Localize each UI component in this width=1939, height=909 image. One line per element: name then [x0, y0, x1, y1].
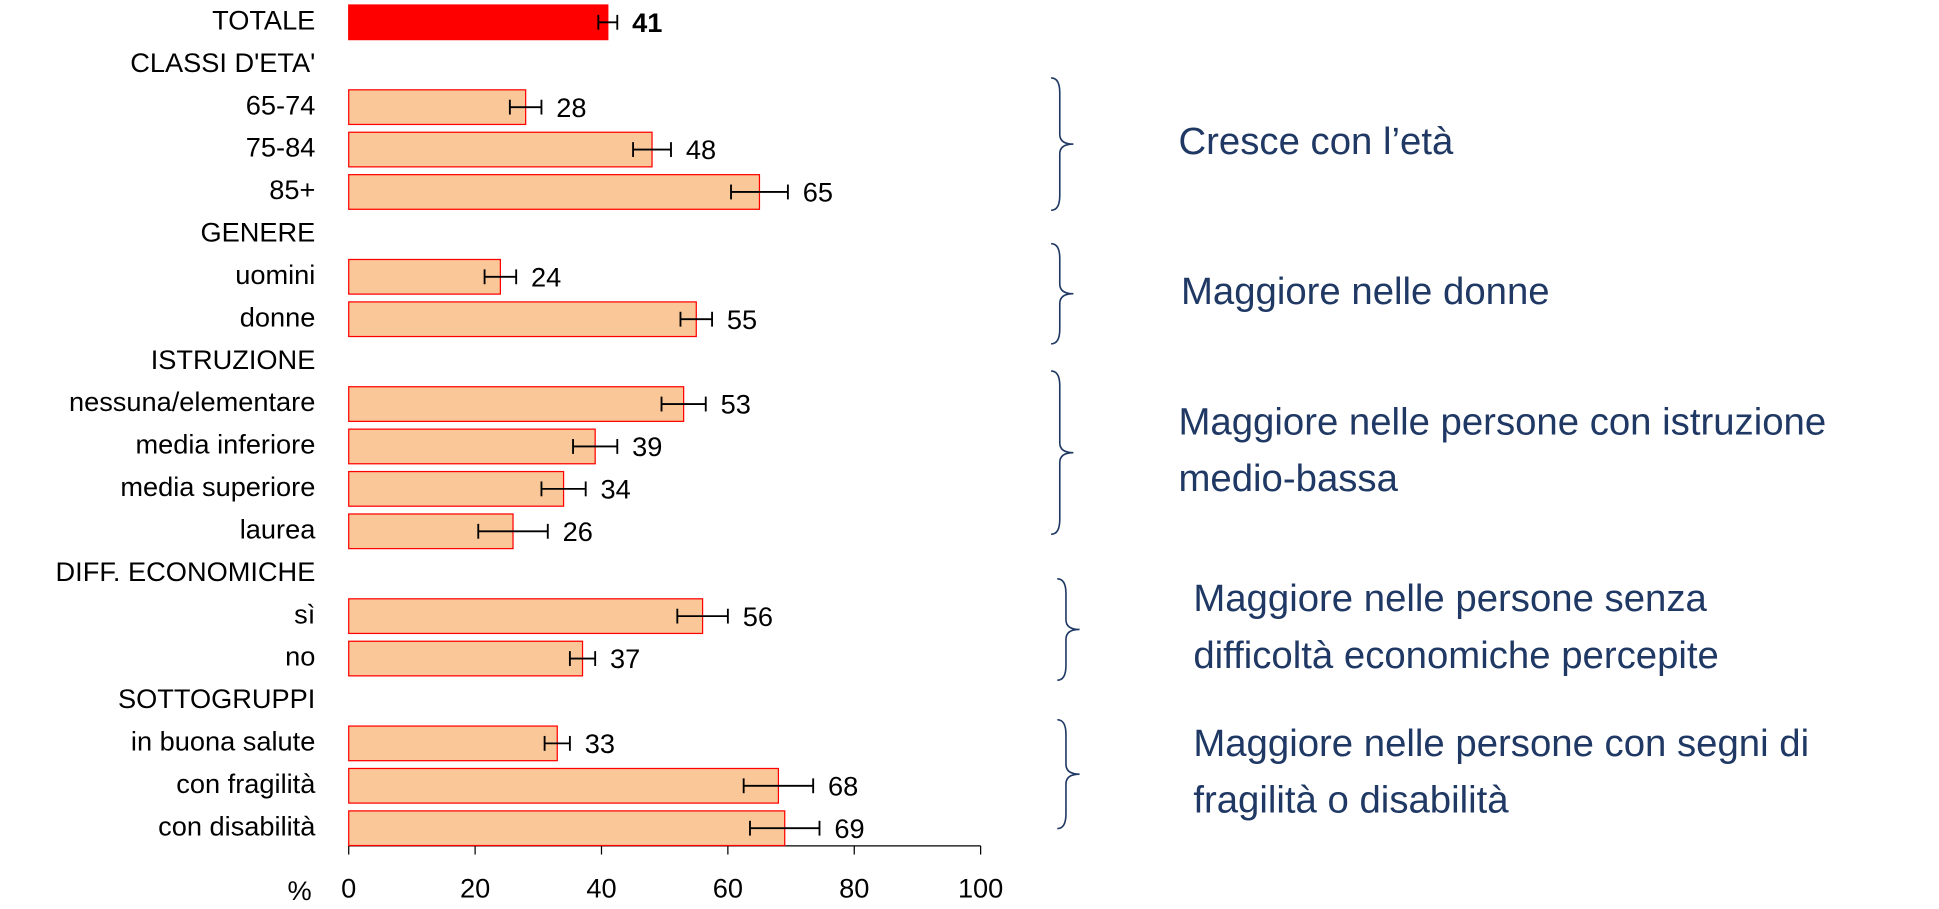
x-tick-label: 100 — [958, 873, 1003, 904]
value-label: 48 — [686, 134, 716, 165]
y-tick-label: DIFF. ECONOMICHE — [56, 556, 316, 587]
y-tick-label: media inferiore — [136, 429, 316, 460]
value-label: 53 — [721, 389, 751, 420]
y-tick-label: no — [285, 641, 315, 672]
error-bar — [540, 481, 587, 497]
y-tick-label: SOTTOGRUPPI — [118, 683, 315, 714]
bar — [348, 470, 565, 507]
error-bar — [597, 14, 619, 30]
y-tick-label: GENERE — [201, 217, 316, 248]
value-label: 28 — [556, 92, 586, 123]
value-label: 69 — [834, 813, 864, 844]
error-bar — [749, 820, 821, 836]
annotation: difficoltà economiche percepite — [1193, 634, 1719, 677]
error-bar — [483, 269, 518, 285]
bar — [348, 301, 697, 338]
error-bar — [632, 142, 672, 157]
error-bar — [742, 778, 815, 794]
annotation: Maggiore nelle donne — [1181, 270, 1550, 313]
value-label: 24 — [531, 261, 561, 292]
y-tick-label: laurea — [240, 513, 316, 544]
error-bar — [543, 735, 571, 751]
error-bar — [508, 99, 543, 115]
bar — [348, 640, 584, 677]
annotation: Maggiore nelle persone con segni di — [1193, 722, 1809, 765]
y-tick-label: media superiore — [120, 471, 315, 502]
value-label: 37 — [610, 643, 640, 674]
error-bar — [679, 311, 713, 327]
y-tick-label: con disabilità — [158, 810, 316, 841]
bar — [348, 258, 501, 295]
y-tick-label: con fragilità — [176, 768, 316, 799]
error-bar — [730, 184, 789, 200]
brace — [1051, 370, 1074, 536]
y-tick-label: CLASSI D'ETA' — [130, 47, 315, 78]
x-tick-label: 20 — [460, 873, 490, 904]
value-label: 34 — [601, 474, 631, 505]
bar — [348, 174, 761, 210]
y-tick-label: ISTRUZIONE — [151, 344, 316, 375]
y-tick-label: nessuna/elementare — [69, 386, 315, 417]
y-tick-label: donne — [240, 301, 316, 332]
annotation: Cresce con l’età — [1178, 120, 1453, 163]
error-bar — [568, 651, 597, 666]
value-label: 56 — [743, 601, 773, 632]
value-label: 39 — [632, 431, 662, 462]
brace — [1057, 718, 1080, 830]
y-tick-label: TOTALE — [212, 4, 315, 35]
value-label: 65 — [803, 177, 833, 208]
x-tick-label: 0 — [341, 873, 356, 904]
value-label: 26 — [563, 516, 593, 547]
error-bar — [477, 523, 549, 539]
annotation: fragilità o disabilità — [1193, 779, 1509, 822]
annotation: Maggiore nelle persone senza — [1193, 577, 1707, 620]
x-tick-label: 60 — [713, 873, 743, 904]
value-label: 68 — [828, 770, 858, 801]
bar — [348, 725, 558, 762]
value-label: 41 — [632, 7, 662, 38]
brace — [1051, 242, 1074, 345]
brace — [1051, 77, 1074, 212]
annotation: Maggiore nelle persone con istruzione — [1178, 400, 1826, 443]
value-label: 55 — [727, 304, 757, 335]
bar — [348, 386, 685, 422]
bar — [348, 428, 596, 465]
x-tick-label: 80 — [839, 873, 869, 904]
bar — [348, 810, 786, 847]
y-tick-label: 75-84 — [246, 132, 316, 163]
annotation: medio-bassa — [1178, 457, 1398, 500]
x-axis-label: % — [287, 875, 311, 906]
value-label: 33 — [585, 728, 615, 759]
y-tick-label: uomini — [235, 259, 315, 290]
brace — [1057, 577, 1080, 681]
y-tick-label: in buona salute — [131, 726, 315, 757]
bar — [348, 767, 780, 804]
bar — [348, 89, 527, 126]
bar — [348, 4, 609, 41]
error-bar — [676, 608, 729, 624]
y-tick-label: 65-74 — [246, 89, 316, 120]
bar — [348, 131, 653, 168]
y-tick-label: 85+ — [269, 174, 315, 205]
x-tick-label: 40 — [586, 873, 616, 904]
y-tick-label: sì — [294, 598, 315, 629]
error-bar — [660, 396, 707, 412]
error-bar — [572, 439, 619, 454]
bar — [348, 598, 704, 635]
